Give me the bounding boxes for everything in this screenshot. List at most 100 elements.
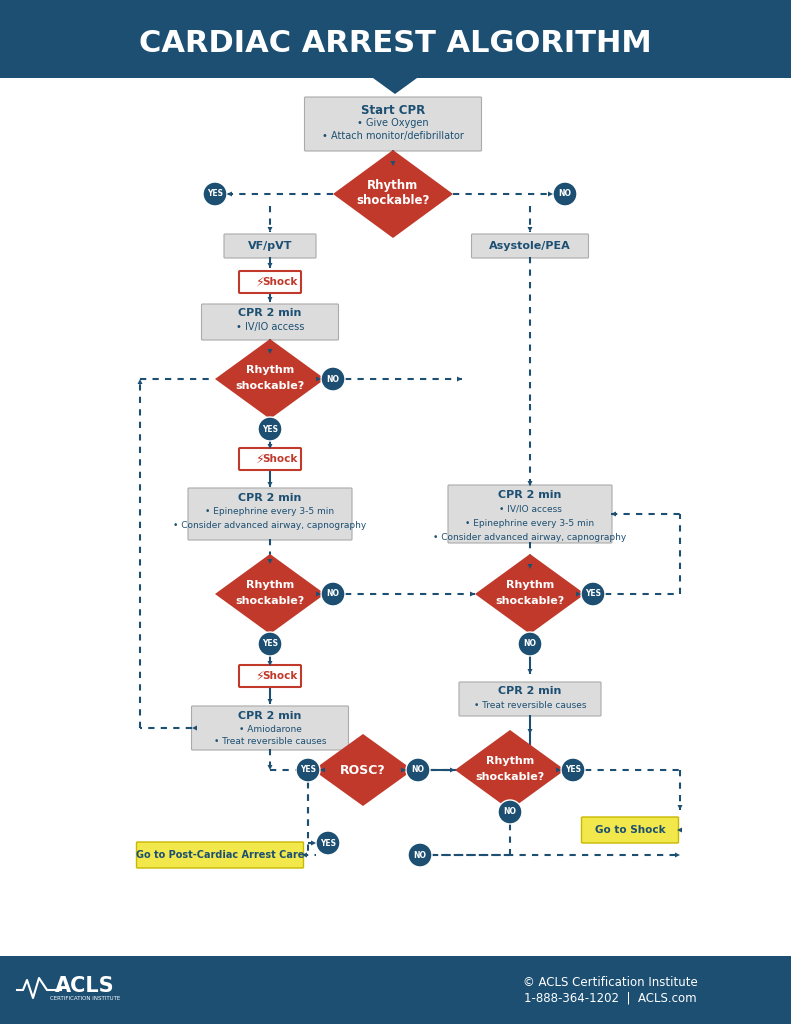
Text: shockable?: shockable? bbox=[356, 195, 430, 208]
Circle shape bbox=[321, 582, 345, 606]
Polygon shape bbox=[528, 669, 532, 674]
Circle shape bbox=[408, 843, 432, 867]
Polygon shape bbox=[227, 191, 232, 197]
FancyBboxPatch shape bbox=[191, 706, 349, 750]
FancyBboxPatch shape bbox=[137, 842, 304, 868]
Text: VF/pVT: VF/pVT bbox=[248, 241, 292, 251]
Circle shape bbox=[203, 182, 227, 206]
Text: • Give Oxygen: • Give Oxygen bbox=[358, 118, 429, 128]
Polygon shape bbox=[401, 768, 406, 772]
Polygon shape bbox=[316, 592, 321, 597]
Text: • Epinephrine every 3-5 min: • Epinephrine every 3-5 min bbox=[206, 507, 335, 515]
Bar bbox=[0, 956, 791, 1024]
Text: YES: YES bbox=[585, 590, 601, 598]
Text: CPR 2 min: CPR 2 min bbox=[238, 711, 301, 721]
Text: © ACLS Certification Institute: © ACLS Certification Institute bbox=[523, 976, 698, 988]
Text: CPR 2 min: CPR 2 min bbox=[238, 493, 301, 503]
Circle shape bbox=[406, 758, 430, 782]
Bar bbox=[0, 0, 791, 78]
Polygon shape bbox=[470, 592, 475, 597]
Text: Rhythm: Rhythm bbox=[367, 178, 418, 191]
FancyBboxPatch shape bbox=[448, 485, 612, 543]
Text: YES: YES bbox=[207, 189, 223, 199]
Polygon shape bbox=[556, 768, 561, 772]
Circle shape bbox=[581, 582, 605, 606]
Polygon shape bbox=[675, 853, 680, 857]
Text: Go to Shock: Go to Shock bbox=[595, 825, 665, 835]
Polygon shape bbox=[267, 297, 273, 302]
Polygon shape bbox=[528, 481, 532, 486]
FancyBboxPatch shape bbox=[188, 488, 352, 540]
Circle shape bbox=[553, 182, 577, 206]
Circle shape bbox=[258, 632, 282, 656]
Polygon shape bbox=[391, 161, 396, 166]
Text: shockable?: shockable? bbox=[236, 596, 305, 606]
FancyBboxPatch shape bbox=[305, 97, 482, 151]
Text: shockable?: shockable? bbox=[475, 772, 545, 782]
Text: Shock: Shock bbox=[263, 454, 297, 464]
Text: ROSC?: ROSC? bbox=[340, 764, 386, 776]
FancyBboxPatch shape bbox=[224, 234, 316, 258]
Text: YES: YES bbox=[320, 839, 336, 848]
FancyBboxPatch shape bbox=[239, 665, 301, 687]
Text: shockable?: shockable? bbox=[236, 381, 305, 391]
Polygon shape bbox=[215, 339, 325, 419]
Polygon shape bbox=[373, 78, 417, 94]
Text: Rhythm: Rhythm bbox=[486, 756, 534, 766]
Polygon shape bbox=[413, 768, 418, 772]
Polygon shape bbox=[450, 768, 455, 772]
Text: YES: YES bbox=[262, 425, 278, 433]
Text: Start CPR: Start CPR bbox=[361, 103, 425, 117]
Polygon shape bbox=[455, 730, 565, 810]
Polygon shape bbox=[308, 768, 313, 772]
Polygon shape bbox=[267, 482, 273, 487]
FancyBboxPatch shape bbox=[239, 449, 301, 470]
Circle shape bbox=[296, 758, 320, 782]
Text: ACLS: ACLS bbox=[55, 976, 115, 996]
Text: • Epinephrine every 3-5 min: • Epinephrine every 3-5 min bbox=[465, 518, 595, 527]
Text: YES: YES bbox=[262, 640, 278, 648]
Polygon shape bbox=[313, 734, 413, 806]
Polygon shape bbox=[267, 559, 273, 564]
Polygon shape bbox=[528, 564, 532, 569]
Polygon shape bbox=[267, 227, 273, 232]
Text: NO: NO bbox=[524, 640, 536, 648]
Text: • IV/IO access: • IV/IO access bbox=[498, 505, 562, 513]
Text: • Consider advanced airway, capnography: • Consider advanced airway, capnography bbox=[173, 520, 366, 529]
Text: Rhythm: Rhythm bbox=[246, 365, 294, 375]
Polygon shape bbox=[548, 191, 553, 197]
Polygon shape bbox=[611, 512, 616, 516]
Text: NO: NO bbox=[558, 189, 572, 199]
Text: • Consider advanced airway, capnography: • Consider advanced airway, capnography bbox=[433, 532, 626, 542]
Circle shape bbox=[518, 632, 542, 656]
FancyBboxPatch shape bbox=[459, 682, 601, 716]
Text: • Treat reversible causes: • Treat reversible causes bbox=[214, 737, 326, 746]
Text: • Attach monitor/defibrillator: • Attach monitor/defibrillator bbox=[322, 131, 464, 141]
Text: ⚡: ⚡ bbox=[255, 275, 264, 289]
Polygon shape bbox=[267, 662, 273, 666]
Polygon shape bbox=[677, 827, 682, 833]
Text: NO: NO bbox=[411, 766, 425, 774]
Text: • Treat reversible causes: • Treat reversible causes bbox=[474, 701, 586, 711]
Text: Asystole/PEA: Asystole/PEA bbox=[489, 241, 571, 251]
Text: • IV/IO access: • IV/IO access bbox=[236, 322, 305, 332]
Polygon shape bbox=[267, 444, 273, 449]
Polygon shape bbox=[333, 150, 453, 238]
Text: CPR 2 min: CPR 2 min bbox=[498, 686, 562, 696]
Text: ⚡: ⚡ bbox=[255, 670, 264, 683]
Polygon shape bbox=[267, 263, 273, 268]
Text: YES: YES bbox=[565, 766, 581, 774]
Text: shockable?: shockable? bbox=[495, 596, 565, 606]
Polygon shape bbox=[192, 725, 197, 730]
FancyBboxPatch shape bbox=[471, 234, 589, 258]
FancyBboxPatch shape bbox=[239, 271, 301, 293]
Text: NO: NO bbox=[327, 375, 339, 384]
Text: YES: YES bbox=[300, 766, 316, 774]
Polygon shape bbox=[457, 377, 462, 382]
Polygon shape bbox=[678, 805, 683, 810]
Polygon shape bbox=[311, 841, 316, 846]
Polygon shape bbox=[302, 853, 307, 857]
Polygon shape bbox=[316, 377, 321, 382]
Text: Shock: Shock bbox=[263, 671, 297, 681]
Circle shape bbox=[498, 800, 522, 824]
